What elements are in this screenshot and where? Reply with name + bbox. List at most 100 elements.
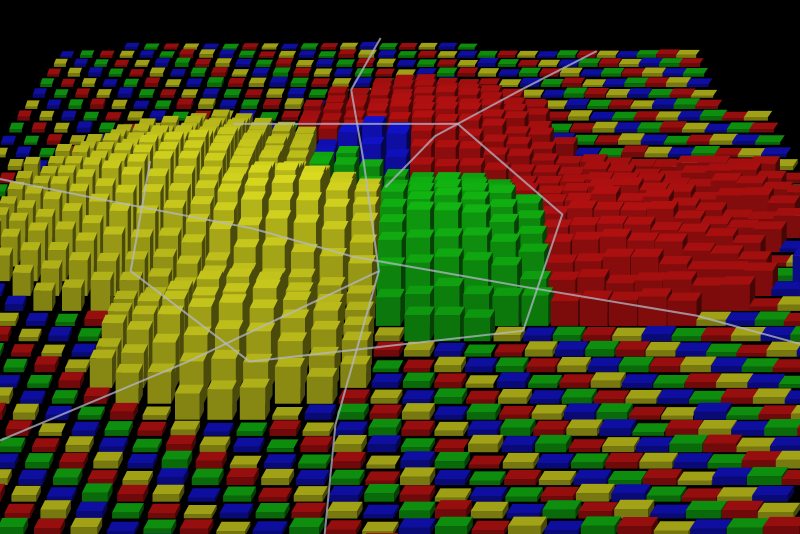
grid-cell-yellow (434, 356, 466, 373)
grid-cell-blue (71, 421, 100, 436)
grid-cell-red (434, 373, 467, 388)
grid-cell-green (40, 78, 55, 87)
grid-cell-yellow (698, 420, 737, 436)
grid-cell-yellow (70, 517, 103, 534)
grid-cell-yellow (340, 355, 371, 388)
grid-cell-green (764, 419, 800, 436)
grid-cell-yellow (115, 363, 143, 404)
grid-cell-yellow (362, 521, 399, 534)
grid-cell-red (702, 434, 743, 453)
grid-cell-yellow (38, 423, 66, 436)
grid-cell-green (726, 518, 770, 534)
grid-cell-yellow (40, 500, 71, 519)
grid-cell-green (399, 501, 436, 519)
grid-cell-yellow (645, 341, 681, 357)
grid-cell-blue (640, 134, 669, 145)
grid-cell-red (517, 59, 540, 67)
grid-cell-red (258, 51, 276, 58)
grid-cell-yellow (524, 341, 558, 357)
grid-cell-yellow (590, 372, 626, 388)
grid-cell-red (468, 455, 505, 469)
grid-cell-yellow (766, 341, 800, 357)
grid-cell-yellow (655, 111, 683, 121)
grid-cell-green (272, 67, 291, 77)
grid-cell-red (245, 89, 264, 98)
grid-cell-yellow (199, 436, 231, 453)
grid-cell-red (227, 77, 246, 87)
grid-cell-green (632, 423, 670, 436)
grid-cell-red (584, 88, 610, 98)
grid-cell-red (568, 439, 606, 453)
grid-cell-blue (219, 503, 254, 519)
grid-cell-red (179, 519, 214, 534)
grid-cell-red (375, 68, 395, 77)
grid-cell-green (598, 148, 625, 158)
grid-cell-yellow (653, 521, 696, 534)
grid-cell-blue (704, 123, 733, 133)
grid-cell-yellow (0, 387, 14, 404)
grid-cell-red (311, 78, 331, 87)
grid-cell-green (255, 59, 273, 67)
grid-cell-green (174, 57, 191, 67)
grid-cell-green (159, 51, 176, 58)
grid-cell-yellow (149, 67, 166, 77)
grid-cell-red (665, 420, 704, 436)
grid-cell-green (552, 326, 586, 342)
grid-cell-blue (544, 520, 584, 534)
grid-cell-yellow (641, 67, 667, 77)
grid-cell-yellow (498, 389, 533, 404)
grid-cell-yellow (170, 420, 201, 436)
grid-cell-green (0, 437, 26, 453)
grid-cell-green (578, 58, 602, 67)
grid-cell-yellow (33, 282, 56, 311)
grid-cell-red (598, 58, 622, 67)
grid-cell-blue (434, 342, 466, 357)
grid-cell-red (46, 134, 63, 145)
grid-cell-blue (657, 389, 695, 404)
grid-cell-blue (712, 467, 753, 485)
grid-cell-blue (622, 374, 658, 388)
grid-cell-green (571, 453, 609, 469)
grid-cell-blue (587, 357, 623, 373)
grid-cell-yellow (199, 49, 216, 58)
grid-cell-blue (638, 57, 663, 67)
grid-cell-blue (0, 375, 21, 388)
grid-cell-yellow (434, 488, 472, 502)
grid-cell-red (369, 404, 402, 420)
grid-cell-green (726, 406, 765, 420)
grid-cell-blue (102, 79, 118, 87)
grid-cell-blue (328, 486, 364, 502)
grid-cell-yellow (96, 89, 112, 98)
grid-cell-green (556, 50, 579, 58)
grid-cell-blue (779, 240, 800, 253)
grid-cell-red (226, 468, 259, 486)
grid-cell-yellow (207, 380, 237, 420)
grid-cell-yellow (134, 59, 150, 67)
grid-cell-green (368, 418, 402, 436)
grid-cell-yellow (261, 468, 295, 486)
grid-cell-yellow (743, 110, 773, 121)
grid-cell-blue (611, 484, 651, 502)
grid-cell-red (550, 292, 583, 326)
grid-cell-blue (46, 99, 62, 109)
grid-cell-blue (650, 504, 691, 519)
grid-cell-yellow (306, 367, 338, 404)
grid-cell-green (466, 403, 501, 420)
grid-cell-green (207, 77, 225, 87)
grid-cell-green (540, 79, 564, 87)
grid-cell-green (354, 68, 375, 77)
grid-cell-yellow (757, 502, 800, 519)
grid-cell-green (528, 375, 563, 388)
grid-cell-red (533, 420, 570, 436)
grid-cell-red (338, 49, 357, 58)
grid-cell-red (797, 424, 800, 436)
grid-cell-yellow (625, 390, 662, 404)
grid-cell-red (0, 402, 6, 420)
grid-cell-yellow (147, 363, 176, 404)
grid-cell-red (31, 438, 60, 453)
grid-cell-yellow (183, 43, 200, 50)
grid-cell-red (434, 439, 470, 453)
grid-cell-yellow (89, 349, 116, 388)
